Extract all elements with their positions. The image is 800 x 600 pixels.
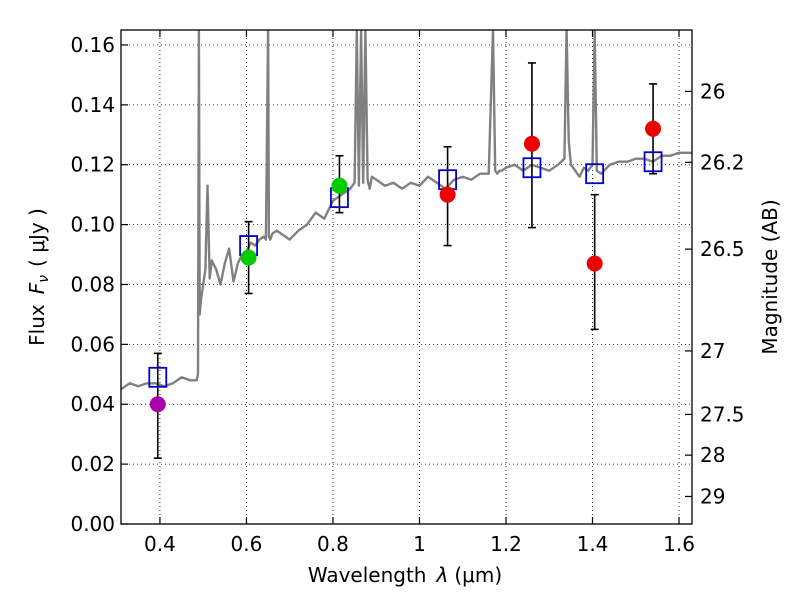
- y-axis-label: FluxFν( μJy ): [25, 208, 52, 346]
- y2-tick-label: 26.5: [700, 237, 745, 261]
- x-tick-label: 0.8: [317, 532, 349, 556]
- model-point: [148, 366, 168, 388]
- observed-point: [240, 249, 257, 266]
- x-tick-label: 1.4: [577, 532, 609, 556]
- y-tick-label: 0.02: [70, 452, 115, 476]
- y-tick-label: 0.16: [70, 33, 115, 57]
- y-tick-label: 0.04: [70, 392, 115, 416]
- spectrum-line: [121, 30, 692, 391]
- y-tick-label: 0.10: [70, 213, 115, 237]
- observed-point: [523, 135, 540, 152]
- spectrum-layer: [121, 30, 692, 391]
- x-tick-label: 1.2: [490, 532, 522, 556]
- y-tick-label: 0.06: [70, 332, 115, 356]
- observed-point: [439, 186, 456, 203]
- observed-point: [331, 177, 348, 194]
- y2-tick-label: 26: [700, 79, 725, 103]
- model-point: [522, 157, 542, 179]
- y2-axis-label: Magnitude (AB): [758, 199, 782, 354]
- observed-point: [149, 396, 166, 413]
- y2-tick-label: 29: [700, 484, 725, 508]
- grid: [121, 30, 692, 525]
- errorbar-layer: [153, 62, 658, 459]
- plot-frame: [120, 29, 693, 525]
- x-tick-label: 1: [413, 532, 426, 556]
- x-ticks: 0.4 0.6 0.8 1 1.2 1.4 1.6: [144, 30, 695, 556]
- x-tick-label: 0.6: [231, 532, 263, 556]
- y2-ticks: 26 26.2 26.5 27 27.5 28 29: [685, 79, 745, 508]
- observed-marker-layer: [149, 120, 662, 413]
- model-point: [585, 163, 605, 185]
- model-point: [643, 151, 663, 173]
- y2-tick-label: 28: [700, 443, 725, 467]
- observed-point: [586, 255, 603, 272]
- x-tick-label: 1.6: [663, 532, 695, 556]
- y-ticks: 0.00 0.02 0.04 0.06 0.08 0.10 0.12 0.14 0.16: [70, 33, 128, 536]
- x-axis-label: Wavelength λ (μm): [308, 563, 502, 587]
- y2-tick-label: 27: [700, 339, 725, 363]
- x-tick-label: 0.4: [144, 532, 176, 556]
- y-tick-label: 0.00: [70, 512, 115, 536]
- observed-point: [645, 120, 662, 137]
- y2-tick-label: 26.2: [700, 150, 745, 174]
- y-tick-label: 0.12: [70, 153, 115, 177]
- y-tick-label: 0.08: [70, 272, 115, 296]
- y2-tick-label: 27.5: [700, 402, 745, 426]
- y-tick-label: 0.14: [70, 93, 115, 117]
